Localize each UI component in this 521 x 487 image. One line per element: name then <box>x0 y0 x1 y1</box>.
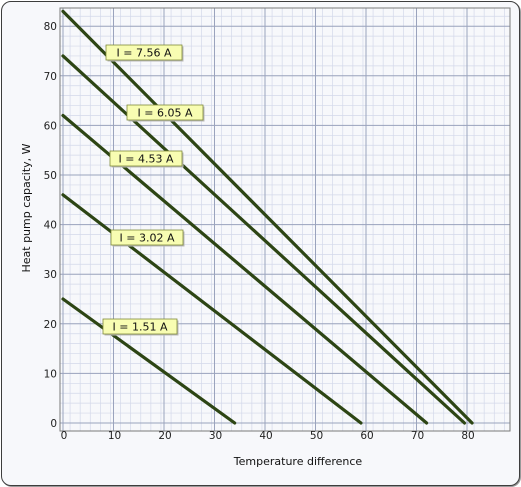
y-tick-label: 80 <box>44 21 57 33</box>
y-tick-label: 60 <box>44 120 57 132</box>
series-label-box <box>126 104 204 121</box>
grid <box>60 8 510 431</box>
series-label-text: I = 4.53 A <box>119 153 174 166</box>
series-label-text: I = 7.56 A <box>117 47 172 60</box>
x-tick-label: 60 <box>360 430 373 442</box>
x-tick-label: 80 <box>461 430 474 442</box>
series-label-text: I = 1.51 A <box>113 321 168 334</box>
y-tick-label: 0 <box>50 418 57 430</box>
series-label-text: I = 3.02 A <box>120 232 175 245</box>
series-label: I = 4.53 A <box>109 150 184 168</box>
y-tick-label: 30 <box>44 269 57 281</box>
series-label-box <box>109 150 183 167</box>
y-axis-label: Heat pump capacity, W <box>20 143 33 272</box>
y-tick-label: 40 <box>44 220 57 232</box>
x-tick-label: 10 <box>108 430 121 442</box>
series-lines <box>61 9 474 425</box>
series-label-text: I = 6.05 A <box>138 107 193 120</box>
x-axis-label: Temperature difference <box>233 455 363 468</box>
x-tick-label: 20 <box>158 430 171 442</box>
x-tick-label: 40 <box>259 430 272 442</box>
x-tick-label: 0 <box>61 430 68 442</box>
series-label-box <box>102 318 178 335</box>
series-line <box>61 9 474 425</box>
y-tick-label: 50 <box>44 170 57 182</box>
series-labels: I = 7.56 A I = 6.05 A I = 4.53 A I = 3.02 A… <box>102 44 205 336</box>
series-line <box>61 193 363 425</box>
x-axis-ticks: 0 10 20 30 40 50 60 70 80 <box>61 430 475 442</box>
y-tick-label: 10 <box>44 368 57 380</box>
series-label: I = 3.02 A <box>110 229 185 247</box>
series-line <box>61 297 237 425</box>
series-label-box <box>105 44 183 61</box>
x-tick-label: 30 <box>209 430 222 442</box>
series-label: I = 1.51 A <box>102 318 179 336</box>
y-tick-label: 70 <box>44 71 57 83</box>
y-tick-label: 20 <box>44 319 57 331</box>
series-label: I = 7.56 A <box>105 44 184 62</box>
series-label: I = 6.05 A <box>126 104 205 122</box>
x-tick-label: 70 <box>411 430 424 442</box>
series-label-box <box>110 229 184 246</box>
x-tick-label: 50 <box>310 430 323 442</box>
plot-area <box>59 7 511 432</box>
y-axis-ticks: 0 10 20 30 40 50 60 70 80 <box>44 21 57 430</box>
